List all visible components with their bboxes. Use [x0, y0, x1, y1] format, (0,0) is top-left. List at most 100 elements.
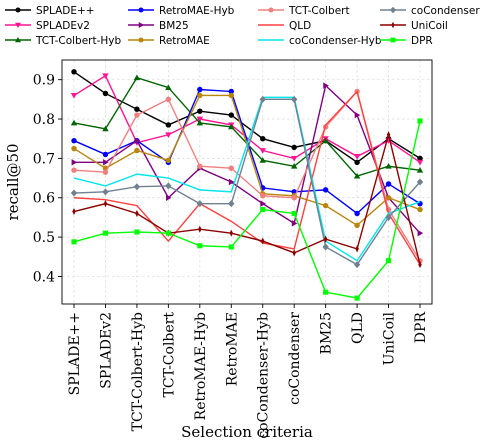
data-point [197, 243, 203, 249]
data-point [102, 169, 109, 175]
data-point [354, 159, 360, 166]
data-point [385, 258, 392, 264]
legend-item: BM25 [128, 20, 189, 32]
legend-swatch-marker [390, 37, 396, 43]
legend-label: coCondenser-Hyb [289, 35, 382, 47]
series-layer [70, 69, 424, 301]
series-line [74, 84, 421, 234]
data-point [416, 166, 424, 173]
data-point [229, 229, 234, 237]
data-point [416, 159, 424, 166]
data-point [416, 178, 424, 186]
data-point [165, 122, 172, 128]
legend-swatch-marker [268, 7, 274, 13]
data-point [323, 82, 329, 89]
data-point [386, 131, 391, 139]
data-point [135, 209, 139, 218]
x-axis-ticks: SPLADE++ SPLADEv2 TCT-Colbert-Hyb TCT-Colbe… [67, 304, 429, 439]
data-point [197, 92, 203, 99]
data-point [228, 165, 234, 171]
x-tick-label: RetroMAE [224, 312, 240, 386]
data-point [354, 222, 360, 229]
data-point [102, 230, 109, 236]
data-point [260, 206, 266, 213]
x-tick-label: SPLADEv2 [98, 312, 114, 389]
legend-item: SPLADE++ [5, 5, 95, 17]
series-bm25 [71, 82, 424, 237]
data-point [134, 137, 141, 144]
data-point [323, 235, 328, 243]
data-point [71, 239, 77, 245]
series-cocondenser [70, 95, 424, 269]
data-point [165, 132, 172, 138]
series-line [73, 131, 421, 265]
legend-label: QLD [289, 20, 311, 32]
y-tick-label: 0.9 [33, 73, 55, 89]
data-point [417, 155, 423, 162]
data-point [417, 229, 424, 237]
y-tick-label: 0.5 [33, 230, 55, 246]
data-point [291, 144, 297, 151]
data-point [322, 243, 329, 251]
data-point [103, 159, 109, 166]
data-point [198, 225, 202, 233]
legend-label: BM25 [159, 20, 189, 32]
data-point [291, 210, 297, 217]
x-tick-label: coCondenser [287, 312, 303, 405]
data-point [291, 195, 297, 201]
data-point [292, 249, 296, 257]
data-point [228, 92, 234, 99]
x-tick-label: BM25 [319, 312, 335, 354]
legend-label: UniCoil [411, 20, 448, 32]
data-point [228, 200, 235, 208]
data-point [259, 157, 266, 163]
data-point [291, 220, 298, 227]
data-point [322, 202, 329, 209]
data-point [197, 108, 203, 114]
data-point [385, 181, 392, 187]
data-point [354, 210, 360, 217]
data-point [259, 148, 266, 154]
data-point [228, 112, 234, 118]
data-point [354, 295, 360, 301]
legend-label: coCondenser [411, 5, 480, 17]
data-point [72, 207, 76, 216]
data-point [385, 213, 392, 221]
data-point [290, 155, 298, 162]
data-point [134, 112, 140, 118]
series-line [73, 94, 421, 227]
x-tick-label: QLD [350, 312, 366, 344]
data-point [290, 95, 298, 103]
data-point [71, 159, 78, 166]
data-point [417, 206, 423, 213]
data-point [322, 187, 329, 193]
data-point [197, 86, 203, 93]
series-line [73, 90, 421, 266]
data-point [165, 182, 172, 190]
legend-label: SPLADEv2 [36, 20, 90, 32]
legend-item: RetroMAE [128, 35, 210, 47]
data-point [71, 69, 77, 75]
legend-item: SPLADEv2 [5, 20, 90, 32]
series-line [73, 88, 421, 215]
data-point [165, 96, 172, 103]
data-point [102, 151, 109, 158]
x-tick-label: RetroMAE-Hyb [193, 312, 209, 420]
data-point [102, 73, 109, 79]
x-tick-label: TCT-Colbert-Hyb [130, 312, 146, 431]
series-dpr [71, 118, 423, 301]
y-tick-label: 0.7 [33, 151, 55, 167]
series-line [73, 120, 421, 299]
series-retromae [71, 92, 423, 229]
data-point [196, 116, 204, 123]
data-point [133, 74, 141, 81]
legend-label: SPLADE++ [36, 5, 95, 17]
data-point [134, 106, 140, 112]
legend-label: TCT-Colbert [288, 5, 350, 17]
legend-label: TCT-Colbert-Hyb [35, 35, 121, 47]
data-point [260, 200, 266, 207]
data-point [165, 194, 172, 201]
data-point [323, 289, 329, 295]
data-point [322, 137, 329, 144]
legend-item: DPR [380, 35, 433, 47]
